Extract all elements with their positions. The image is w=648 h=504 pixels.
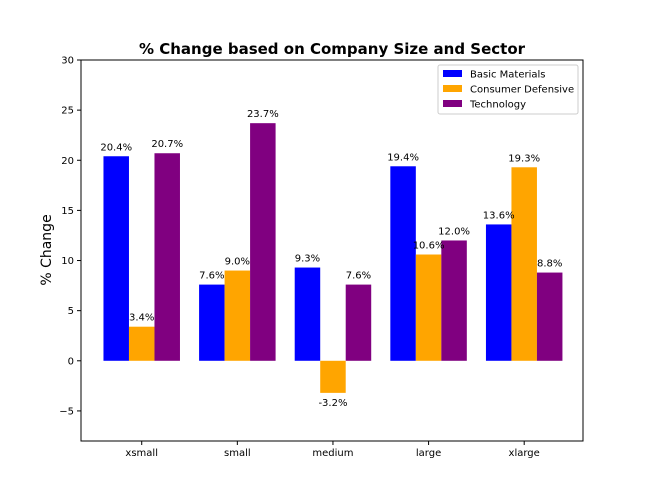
bar-xlarge-1 (511, 167, 537, 361)
bar-large-0 (390, 166, 416, 361)
legend-swatch (443, 100, 462, 107)
legend: Basic Materials Consumer Defensive Technol… (437, 64, 579, 115)
data-label: 9.0% (225, 257, 250, 268)
data-label: 19.4% (387, 152, 419, 163)
bar-xsmall-2 (154, 153, 180, 361)
data-label: 7.6% (346, 271, 371, 282)
x-tick-label: xlarge (509, 448, 540, 459)
legend-label: Basic Materials (470, 70, 546, 81)
data-label: 23.7% (247, 109, 279, 120)
bar-small-1 (224, 270, 251, 361)
axes-layer: −5 0 5 10 15 20 25 30 xsmall small medium large xlar… (59, 56, 584, 459)
chart-title: % Change based on Company Size and Secto… (139, 40, 526, 58)
y-tick-label: 30 (61, 56, 74, 67)
data-label: 10.6% (413, 241, 445, 252)
plot-frame (80, 59, 584, 442)
y-tick-label: −5 (59, 406, 74, 417)
bar-small-0 (199, 284, 225, 361)
data-label: 12.0% (438, 226, 470, 237)
y-tick-label: 5 (68, 306, 74, 317)
bar-small-2 (250, 123, 276, 361)
bar-xlarge-2 (536, 272, 563, 361)
legend-swatch (443, 85, 462, 92)
bar-medium-1 (320, 360, 346, 393)
bar-large-2 (441, 240, 467, 361)
legend-box (437, 64, 579, 115)
data-label: 8.8% (537, 259, 562, 270)
y-tick-label: 15 (61, 206, 74, 217)
y-tick-label: 0 (68, 356, 74, 367)
data-label: -3.2% (318, 398, 347, 409)
x-tick-label: medium (312, 448, 353, 459)
legend-label: Consumer Defensive (470, 85, 574, 96)
data-label: 20.4% (100, 142, 132, 153)
bar-medium-0 (294, 267, 321, 361)
data-label: 9.3% (295, 254, 320, 265)
x-tick-label: small (224, 448, 251, 459)
bar-xsmall-0 (103, 156, 129, 361)
data-label: 3.4% (129, 313, 154, 324)
data-label: 20.7% (151, 139, 183, 150)
data-label: 19.3% (508, 153, 540, 164)
data-label: 7.6% (199, 271, 224, 282)
bar-medium-2 (345, 284, 372, 361)
y-tick-label: 10 (61, 256, 74, 267)
data-label: 13.6% (483, 210, 515, 221)
y-tick-label: 25 (61, 106, 74, 117)
bar-xlarge-0 (485, 224, 512, 361)
bars-layer (103, 123, 563, 393)
x-tick-label: large (416, 448, 441, 459)
bar-xsmall-1 (128, 326, 155, 361)
y-axis-label: % Change (39, 214, 55, 285)
bar-large-1 (415, 254, 442, 361)
y-tick-label: 20 (61, 156, 74, 167)
legend-label: Technology (469, 100, 526, 111)
data-labels-layer: 20.4% 7.6% 9.3% 19.4% 13.6% 3.4% 9.0% -3.2% 10.6… (100, 109, 562, 409)
x-tick-label: xsmall (125, 448, 158, 459)
legend-swatch (443, 70, 462, 77)
